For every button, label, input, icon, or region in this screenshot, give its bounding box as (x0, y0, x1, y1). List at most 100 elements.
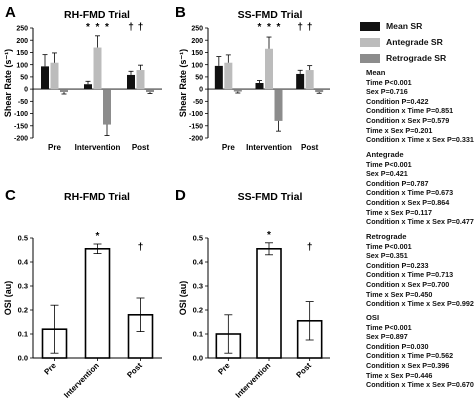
bar (60, 89, 68, 93)
y-tick-label: -100 (189, 111, 203, 118)
y-tick-label: -50 (193, 99, 203, 106)
x-tick-label: Pre (48, 143, 61, 152)
stats-line: Sex P=0.716 (366, 87, 408, 97)
stats-title: Antegrade (366, 150, 404, 159)
legend-swatch-retrograde (360, 53, 380, 63)
significance-marker: † (297, 22, 303, 33)
y-tick-label: 0.5 (18, 234, 28, 243)
y-tick-label: -150 (14, 123, 28, 130)
stats-line: Condition x Sex P=0.396 (366, 360, 450, 370)
significance-marker: * (267, 22, 271, 33)
bar (233, 89, 242, 92)
significance-marker: * (105, 22, 109, 33)
stats-line: Time P<0.001 (366, 322, 412, 332)
x-tick-label: Post (301, 143, 319, 152)
y-tick-label: 0 (199, 87, 203, 94)
stats-block-mean: Mean Time P<0.001 Sex P=0.716 Condition … (366, 68, 474, 145)
bar (224, 62, 233, 90)
bar (84, 248, 111, 359)
x-tick-label: Pre (222, 143, 235, 152)
stats-line: Condition x Time x Sex P=0.331 (366, 135, 474, 145)
bar (274, 89, 283, 121)
bar (255, 83, 264, 90)
x-tick-label: Pre (42, 361, 58, 377)
stats-line: Time x Sex P=0.117 (366, 207, 433, 217)
stats-title: Mean (366, 68, 386, 77)
stats-line: Condition x Time x Sex P=0.670 (366, 380, 474, 390)
stats-line: Condition P=0.030 (366, 341, 429, 351)
stats-line: Time P<0.001 (366, 77, 412, 87)
y-axis-label: Shear Rate (s⁻¹) (3, 49, 13, 117)
y-tick-label: 200 (191, 38, 203, 45)
y-tick-label: 250 (16, 26, 28, 33)
significance-marker: † (128, 22, 134, 33)
y-tick-label: 0.2 (193, 306, 203, 315)
panel-letter: C (5, 187, 16, 204)
stats-title: Retrograde (366, 232, 407, 241)
y-tick-label: -100 (14, 111, 28, 118)
legend-swatch-antegrade (360, 37, 380, 47)
y-tick-label: 0.0 (193, 354, 203, 363)
y-tick-label: -50 (18, 99, 28, 106)
bar (305, 70, 314, 90)
chart-title: SS-FMD Trial (238, 9, 303, 21)
significance-marker: † (307, 22, 313, 33)
y-tick-label: 100 (16, 62, 28, 69)
stats-block-retrograde: Retrograde Time P<0.001 Sex P=0.351 Cond… (366, 232, 474, 309)
x-tick-label: Intervention (246, 143, 292, 152)
significance-marker: † (307, 242, 313, 253)
y-tick-label: 100 (191, 62, 203, 69)
bar (103, 89, 111, 125)
y-tick-label: 150 (191, 50, 203, 57)
stats-line: Condition x Time x Sex P=0.477 (366, 217, 474, 227)
stats-line: Time P<0.001 (366, 241, 412, 251)
stats-line: Condition x Sex P=0.579 (366, 115, 450, 125)
x-tick-label: Intervention (75, 143, 121, 152)
y-tick-label: 150 (16, 50, 28, 57)
y-tick-label: 0.1 (18, 330, 28, 339)
stats-block-osi: OSI Time P<0.001 Sex P=0.897 Condition P… (366, 313, 474, 390)
bar (214, 65, 223, 90)
y-tick-label: -150 (189, 123, 203, 130)
chart-panel-b: B SS-FMD Trial -200 -150 -100 -50 0 50 100 150 200… (175, 4, 330, 152)
stats-line: Time x Sex P=0.450 (366, 289, 433, 299)
stats-line: Time P<0.001 (366, 159, 412, 169)
y-tick-label: 0.4 (193, 258, 204, 267)
significance-marker: * (277, 22, 281, 33)
chart-title: RH-FMD Trial (64, 9, 130, 21)
stats-line: Sex P=0.897 (366, 332, 408, 342)
stats-line: Time x Sex P=0.446 (366, 370, 433, 380)
bar (127, 74, 135, 90)
y-tick-label: -200 (189, 136, 203, 143)
stats-line: Condition x Time P=0.713 (366, 270, 454, 280)
panel-letter: D (175, 187, 186, 204)
y-tick-label: 0.4 (18, 258, 29, 267)
legend-item-retrograde: Retrograde SR (360, 50, 474, 66)
chart-panel-d: D SS-FMD Trial 0.0 0.1 0.2 0.3 0.4 0.5 OSI (au) P… (175, 187, 330, 400)
stats-line: Condition x Sex P=0.864 (366, 197, 450, 207)
stats-line: Condition x Time x Sex P=0.992 (366, 299, 474, 309)
x-tick-label: Pre (216, 361, 232, 377)
chart-panel-c: C RH-FMD Trial 0.0 0.1 0.2 0.3 0.4 0.5 OSI (au) P… (3, 187, 162, 400)
x-tick-label: Post (132, 143, 150, 152)
bar (265, 48, 273, 90)
legend-label-antegrade: Antegrade SR (386, 37, 443, 47)
stats-line: Condition x Time P=0.562 (366, 351, 454, 361)
significance-marker: † (138, 242, 144, 253)
legend-item-mean: Mean SR (360, 18, 474, 34)
y-tick-label: 200 (16, 38, 28, 45)
stats-line: Condition x Sex P=0.700 (366, 279, 450, 289)
y-tick-label: 0 (24, 87, 28, 94)
bar (136, 70, 145, 90)
bar (146, 89, 154, 93)
y-axis-label: OSI (au) (3, 281, 13, 316)
y-axis-label: OSI (au) (178, 281, 188, 316)
significance-marker: * (96, 231, 100, 242)
significance-marker: † (138, 22, 144, 33)
stats-line: Condition P=0.422 (366, 96, 429, 106)
panel-letter: A (5, 4, 16, 21)
stats-line: Condition x Time P=0.851 (366, 106, 454, 116)
y-tick-label: -200 (14, 136, 28, 143)
chart-title: SS-FMD Trial (238, 191, 303, 203)
